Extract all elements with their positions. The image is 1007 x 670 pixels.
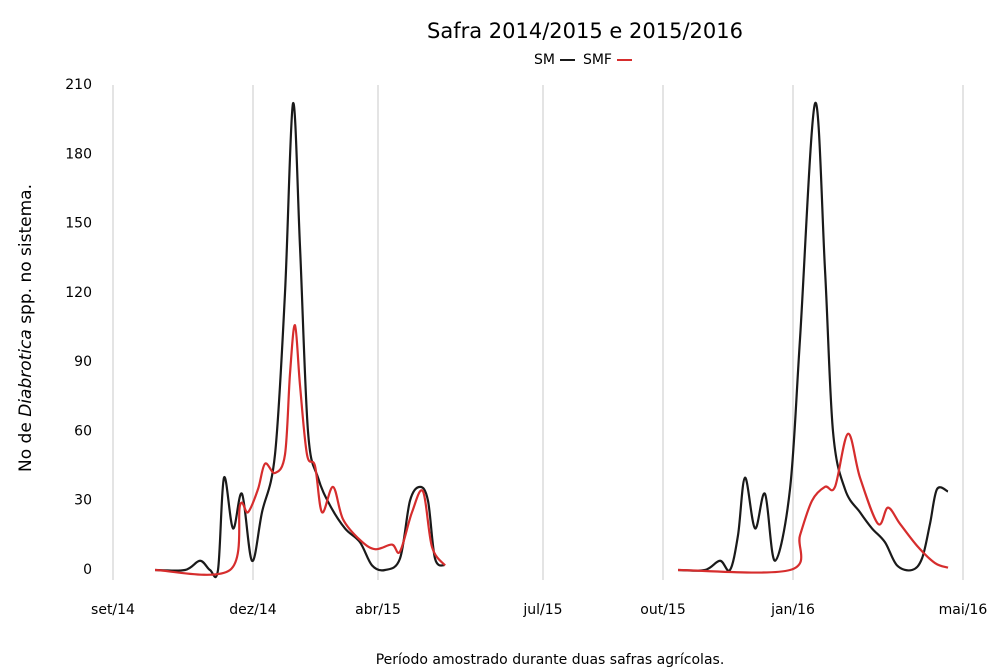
y-axis-label: No de Diabrotica spp. no sistema.: [16, 184, 36, 472]
legend-label: SMF: [583, 52, 612, 68]
x-tick-label: abr/15: [355, 602, 401, 618]
y-tick-label: 120: [65, 285, 92, 301]
x-axis-label: Período amostrado durante duas safras ag…: [376, 652, 725, 668]
x-tick-label: jul/15: [522, 602, 562, 618]
y-tick-label: 150: [65, 216, 92, 232]
x-tick-label: out/15: [640, 602, 685, 618]
y-label-part: spp. no sistema.: [16, 184, 36, 329]
x-tick-label: dez/14: [229, 602, 276, 618]
y-label-part: No de: [16, 417, 36, 472]
chart-title: Safra 2014/2015 e 2015/2016: [427, 19, 743, 43]
series-line: [154, 324, 949, 576]
x-tick-label: mai/16: [939, 602, 988, 618]
y-tick-label: 30: [74, 493, 92, 509]
y-tick-label: 60: [74, 423, 92, 439]
legend-label: SM: [534, 52, 555, 68]
x-tick-label: jan/16: [770, 602, 815, 618]
y-tick-label: 0: [83, 562, 92, 578]
y-tick-label: 90: [74, 354, 92, 370]
series-line: [154, 101, 949, 579]
y-tick-label: 180: [65, 146, 92, 162]
x-tick-label: set/14: [91, 602, 135, 618]
y-label-part: Diabrotica: [16, 329, 36, 417]
y-tick-label: 210: [65, 77, 92, 93]
